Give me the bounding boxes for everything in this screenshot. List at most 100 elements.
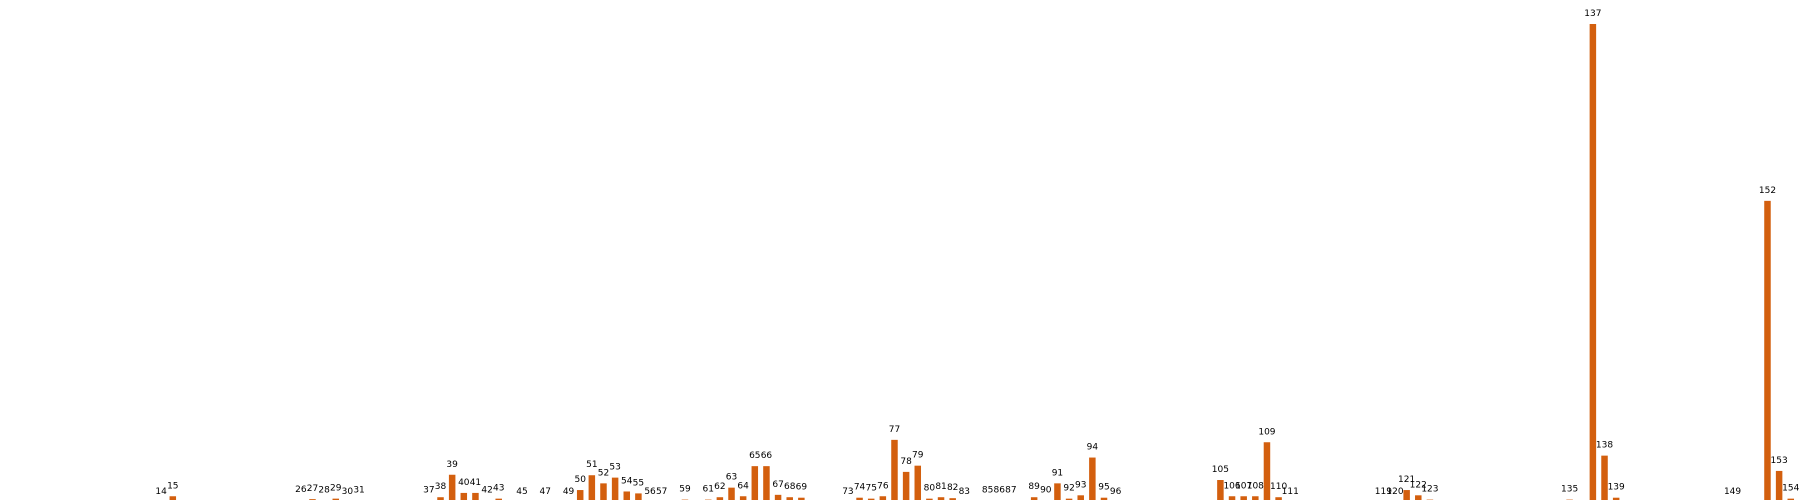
bar-89 [1030, 497, 1038, 500]
bar-value-label: 89 [1028, 482, 1040, 492]
bar-53 [611, 477, 619, 500]
bar-121 [1403, 490, 1410, 500]
bar-138 [1601, 455, 1608, 500]
bar-value-label: 83 [959, 487, 970, 497]
bar-91 [1054, 483, 1061, 500]
bar-value-label: 86 [994, 486, 1006, 496]
bar-107 [1240, 496, 1247, 500]
bar-value-label: 69 [796, 483, 808, 493]
bar-value-label: 123 [1421, 485, 1438, 495]
bar-value-label: 81 [935, 482, 946, 492]
bar-value-label: 26 [295, 485, 307, 495]
bar-value-label: 153 [1771, 456, 1788, 466]
bar-value-label: 41 [470, 478, 481, 488]
bar-92 [1065, 498, 1073, 500]
bar-value-label: 45 [516, 487, 527, 497]
bar-75 [867, 498, 875, 500]
bar-value-label: 30 [342, 487, 354, 497]
bar-value-label: 152 [1759, 186, 1776, 196]
bar-value-label: 64 [737, 481, 749, 491]
bar-value-label: 74 [854, 483, 866, 493]
bar-value-label: 62 [714, 482, 725, 492]
bar-64 [739, 496, 747, 500]
bar-value-label: 28 [318, 486, 330, 496]
bar-93 [1077, 495, 1084, 500]
bar-82 [949, 498, 956, 500]
bar-74 [856, 497, 863, 500]
bar-value-label: 78 [900, 457, 912, 467]
bar-value-label: 55 [633, 478, 644, 488]
bar-value-label: 63 [726, 473, 737, 483]
bar-43 [495, 498, 502, 500]
bar-value-label: 82 [947, 483, 958, 493]
bar-153 [1775, 470, 1783, 500]
bar-152 [1764, 200, 1771, 500]
bar-55 [635, 493, 642, 500]
bar-139 [1612, 497, 1620, 500]
bar-95 [1100, 497, 1108, 500]
bar-value-label: 67 [772, 480, 783, 490]
bar-value-label: 39 [446, 460, 458, 470]
bar-value-label: 139 [1608, 483, 1625, 493]
bar-value-label: 106 [1223, 481, 1240, 491]
bar-value-label: 94 [1087, 443, 1099, 453]
bar-value-label: 56 [644, 487, 656, 497]
bar-value-label: 51 [586, 460, 597, 470]
bar-79 [914, 465, 922, 500]
bar-39 [448, 474, 456, 500]
bar-76 [879, 496, 887, 500]
bar-106 [1228, 496, 1236, 500]
bar-value-label: 109 [1258, 427, 1275, 437]
bar-value-label: 52 [598, 468, 609, 478]
bars-layer [169, 24, 1795, 500]
bar-value-label: 108 [1247, 481, 1264, 491]
bar-value-label: 77 [889, 425, 900, 435]
bar-value-label: 53 [609, 463, 620, 473]
bar-value-label: 107 [1235, 481, 1252, 491]
bar-65 [751, 466, 759, 500]
bar-value-label: 59 [679, 485, 691, 495]
bar-value-label: 96 [1110, 487, 1122, 497]
bar-122 [1415, 495, 1422, 500]
bar-value-label: 15 [167, 481, 178, 491]
bar-54 [623, 491, 631, 500]
bar-value-label: 61 [703, 485, 714, 495]
bar-value-label: 43 [493, 484, 504, 494]
bar-40 [460, 492, 468, 500]
bar-value-label: 137 [1584, 9, 1601, 19]
bar-value-label: 50 [574, 475, 586, 485]
bar-38 [437, 497, 444, 500]
bar-value-label: 121 [1398, 475, 1415, 485]
bar-69 [798, 497, 805, 500]
bar-154 [1787, 498, 1795, 500]
bar-value-label: 73 [842, 487, 853, 497]
bar-105 [1217, 480, 1224, 500]
bar-value-label: 37 [423, 486, 434, 496]
bar-value-label: 91 [1052, 468, 1063, 478]
bar-41 [472, 492, 479, 500]
bar-value-label: 93 [1075, 480, 1086, 490]
bar-77 [891, 439, 898, 500]
bar-52 [600, 483, 607, 500]
bar-value-label: 87 [1005, 486, 1016, 496]
bar-value-label: 54 [621, 476, 633, 486]
bar-value-label: 14 [155, 487, 167, 497]
bar-63 [728, 487, 735, 500]
bar-51 [588, 475, 596, 500]
bar-value-label: 47 [540, 487, 551, 497]
bar-50 [576, 490, 584, 500]
bar-value-label: 40 [458, 478, 470, 488]
bar-value-label: 111 [1282, 487, 1299, 497]
bar-value-label: 49 [563, 487, 575, 497]
bar-value-label: 79 [912, 451, 924, 461]
bar-value-label: 122 [1410, 480, 1427, 490]
bar-value-label: 110 [1270, 482, 1287, 492]
bar-value-label: 138 [1596, 441, 1613, 451]
bar-109 [1263, 442, 1271, 500]
bar-value-label: 80 [924, 484, 936, 494]
bar-81 [937, 497, 945, 500]
bar-value-label: 66 [761, 451, 773, 461]
bar-value-label: 57 [656, 487, 667, 497]
bar-value-label: 76 [877, 481, 889, 491]
bar-value-label: 120 [1386, 487, 1403, 497]
